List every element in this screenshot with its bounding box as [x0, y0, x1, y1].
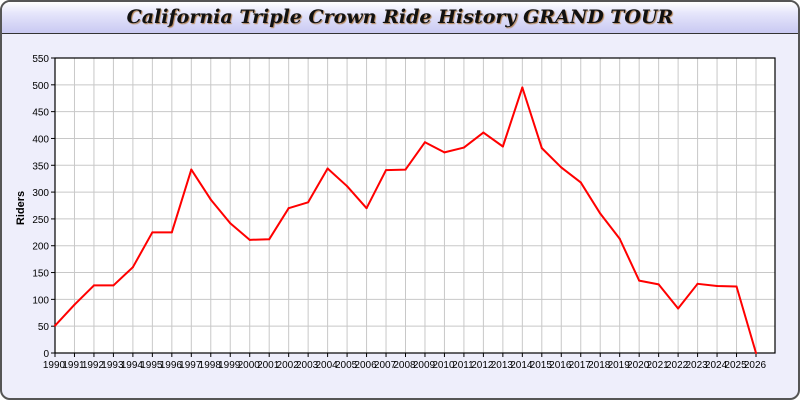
x-tick-label: 2019: [608, 360, 631, 371]
data-point: [579, 181, 582, 184]
y-tick-label: 550: [32, 54, 49, 65]
x-tick-label: 1996: [160, 360, 183, 371]
y-axis-label: Riders: [15, 191, 27, 225]
data-point: [131, 266, 134, 269]
data-point: [443, 151, 446, 154]
data-point: [716, 284, 719, 287]
x-tick-label: 2004: [315, 360, 338, 371]
data-point: [482, 131, 485, 134]
chart-title: California Triple Crown Ride History GRA…: [126, 6, 674, 28]
x-tick-label: 1990: [43, 360, 66, 371]
tick-labels: 0501001502002503003504004505005501990199…: [32, 54, 766, 371]
x-tick-label: 2007: [374, 360, 397, 371]
data-point: [657, 283, 660, 286]
x-tick-label: 2017: [569, 360, 592, 371]
y-tick-label: 150: [32, 269, 49, 280]
x-tick-label: 1992: [82, 360, 105, 371]
y-tick-label: 200: [32, 242, 49, 253]
x-tick-label: 2003: [296, 360, 319, 371]
data-point: [735, 285, 738, 288]
data-point: [54, 324, 56, 327]
data-point: [677, 307, 680, 310]
series: [54, 86, 757, 354]
y-tick-label: 0: [43, 349, 49, 360]
plot-border: [54, 57, 776, 354]
y-tick-label: 450: [32, 108, 49, 119]
data-point: [190, 168, 193, 171]
data-point: [92, 284, 95, 287]
data-point: [346, 185, 349, 188]
y-tick-label: 250: [32, 215, 49, 226]
x-tick-label: 2023: [685, 360, 708, 371]
data-point: [755, 352, 757, 354]
x-tick-label: 2018: [588, 360, 611, 371]
data-point: [209, 198, 212, 201]
x-tick-label: 1999: [218, 360, 241, 371]
x-tick-label: 2005: [335, 360, 358, 371]
y-tick-label: 50: [38, 322, 50, 333]
data-point: [638, 279, 641, 282]
data-point: [599, 212, 602, 215]
data-point: [248, 238, 251, 241]
x-tick-label: 2021: [647, 360, 670, 371]
data-point: [151, 231, 154, 234]
x-tick-label: 2000: [238, 360, 261, 371]
data-point: [229, 222, 232, 225]
title-bar: California Triple Crown Ride History GRA…: [2, 2, 798, 34]
data-point: [73, 303, 76, 306]
data-point: [423, 141, 426, 144]
data-point: [501, 145, 504, 148]
x-tick-label: 2026: [744, 360, 767, 371]
x-tick-label: 2012: [471, 360, 494, 371]
x-tick-label: 2015: [530, 360, 553, 371]
y-tick-label: 100: [32, 295, 49, 306]
x-tick-label: 2013: [491, 360, 514, 371]
y-tick-label: 400: [32, 134, 49, 145]
data-point: [696, 282, 699, 285]
x-tick-label: 2024: [705, 360, 728, 371]
y-tick-label: 350: [32, 161, 49, 172]
y-tick-label: 500: [32, 81, 49, 92]
data-point: [365, 207, 368, 210]
x-tick-label: 2014: [510, 360, 533, 371]
plot-area: [55, 58, 775, 353]
data-point: [287, 207, 290, 210]
data-point: [462, 146, 465, 149]
x-tick-label: 1995: [140, 360, 163, 371]
data-point: [385, 169, 388, 172]
x-tick-label: 1991: [62, 360, 85, 371]
x-tick-label: 1997: [179, 360, 202, 371]
data-point: [112, 284, 115, 287]
x-tick-label: 2010: [432, 360, 455, 371]
data-point: [560, 166, 563, 169]
data-point: [618, 237, 621, 240]
x-tick-label: 1998: [199, 360, 222, 371]
data-point: [521, 86, 524, 89]
x-tick-label: 1993: [101, 360, 124, 371]
x-tick-label: 2009: [413, 360, 436, 371]
data-point: [268, 238, 271, 241]
data-point: [170, 231, 173, 234]
x-tick-label: 2008: [393, 360, 416, 371]
data-point: [404, 168, 407, 171]
x-tick-label: 2016: [549, 360, 572, 371]
x-tick-label: 2011: [452, 360, 474, 371]
y-tick-label: 300: [32, 188, 49, 199]
x-tick-label: 2025: [724, 360, 747, 371]
x-tick-label: 2006: [354, 360, 377, 371]
data-point: [326, 167, 329, 170]
x-tick-label: 2002: [277, 360, 300, 371]
x-tick-label: 2022: [666, 360, 689, 371]
x-tick-label: 1994: [121, 360, 144, 371]
data-point: [307, 201, 310, 204]
x-tick-label: 2020: [627, 360, 650, 371]
data-point: [540, 147, 543, 150]
x-tick-label: 2001: [257, 360, 280, 371]
